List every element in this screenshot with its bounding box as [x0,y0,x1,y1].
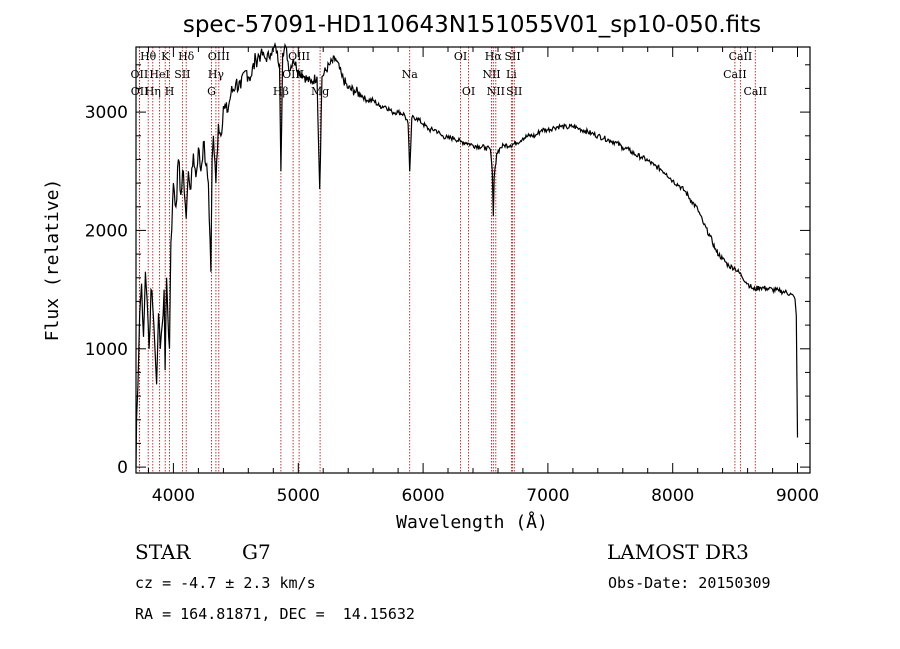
x-tick-label: 9000 [776,486,819,506]
x-tick-label: 8000 [651,486,694,506]
spectral-line-label: SII [506,85,522,98]
x-tick-label: 6000 [401,486,444,506]
spectral-line-label: K [161,50,170,63]
coordinates: RA = 164.81871, DEC = 14.15632 [135,605,415,623]
spectral-line-label: Hα [485,50,503,63]
spectral-line-label: H [165,85,175,98]
object-class: STAR [135,540,191,564]
spectral-line-label: OIII [288,50,310,63]
x-axis-label: Wavelength (Å) [396,511,548,533]
y-tick-label: 2000 [85,221,128,241]
spectral-line-label: Li [506,68,517,81]
chart-title: spec-57091-HD110643N151055V01_sp10-050.f… [183,12,761,38]
spectral-line-label: OIII [208,50,230,63]
spectral-line-label: NII [482,68,500,81]
spectral-line-label: Hθ [140,50,157,63]
spectral-line-label: OI [462,85,475,98]
spectrum-series-line [135,41,799,468]
spectral-line-label: Hη [145,85,161,98]
spectral-line-label: Hβ [273,85,289,98]
y-tick-label: 0 [117,458,128,478]
spectral-line-label: Hδ [178,50,195,63]
spectral-line-label: SII [174,68,190,81]
axis-ticks: 4000 5000 6000 7000 8000 9000 0 1000 2000 3000 [85,47,819,506]
spectral-line-label: CaII [723,68,747,81]
y-tick-label: 3000 [85,103,128,123]
observation-date: Obs-Date: 20150309 [608,574,771,592]
spectral-line-label: G [207,85,216,98]
y-tick-label: 1000 [85,340,128,360]
x-tick-label: 4000 [152,486,195,506]
object-subclass: G7 [242,540,271,564]
spectral-line-markers [138,47,756,473]
spectral-line-label: OII [131,68,149,81]
spectral-line-label: HeI [149,68,169,81]
x-tick-label: 7000 [526,486,569,506]
spectral-line-label: CaII [729,50,753,63]
redshift-velocity: cz = -4.7 ± 2.3 km/s [135,574,316,592]
spectral-line-label: Mg [311,85,329,98]
spectral-line-label: Na [402,68,419,81]
spectral-line-label: NII [487,85,505,98]
spectral-line-label: SII [504,50,520,63]
x-tick-label: 5000 [277,486,320,506]
survey-name: LAMOST DR3 [607,540,749,564]
spectral-line-label: OIII [282,68,304,81]
spectral-line-label: OII [131,85,149,98]
spectral-line-label: OI [454,50,467,63]
plot-frame [135,46,811,474]
spectral-line-label: CaII [743,85,767,98]
y-axis-label: Flux (relative) [42,179,63,342]
spectral-line-label: Hγ [208,68,225,81]
